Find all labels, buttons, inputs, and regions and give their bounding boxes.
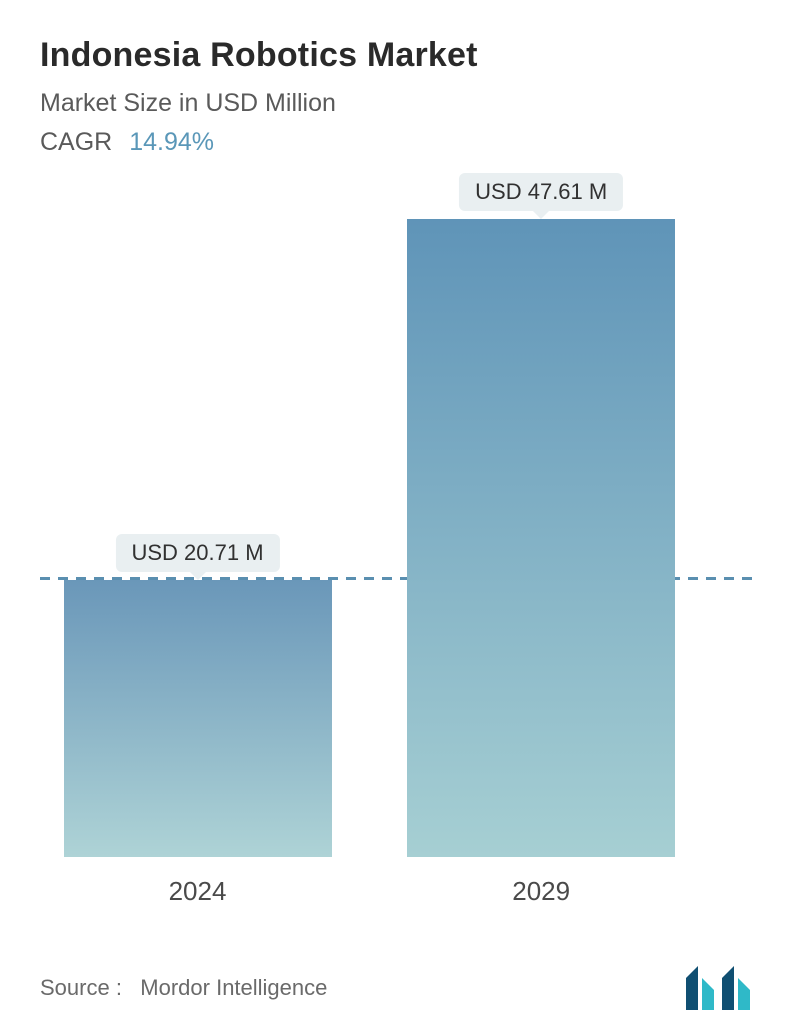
bar-label-pointer-icon (189, 571, 207, 580)
bar-value-label-wrap: USD 47.61 M (459, 173, 623, 219)
source-prefix: Source : (40, 975, 122, 1000)
chart-card: Indonesia Robotics Market Market Size in… (0, 0, 796, 1034)
bar-value-label: USD 20.71 M (115, 534, 279, 572)
bar-value-label-wrap: USD 20.71 M (115, 534, 279, 580)
bar-label-pointer-icon (532, 210, 550, 219)
cagr-value: 14.94% (129, 128, 214, 156)
bar-rect (64, 580, 332, 858)
bar-rect (407, 219, 675, 857)
bar-2029: USD 47.61 M (407, 219, 675, 857)
chart-title: Indonesia Robotics Market (40, 36, 756, 75)
cagr-row: CAGR 14.94% (40, 128, 756, 157)
footer: Source : Mordor Intelligence (40, 966, 756, 1010)
source-name: Mordor Intelligence (140, 975, 327, 1000)
bar-value-label: USD 47.61 M (459, 173, 623, 211)
cagr-label: CAGR (40, 128, 112, 156)
source-attribution: Source : Mordor Intelligence (40, 975, 327, 1001)
brand-logo-icon (684, 966, 756, 1010)
x-axis-label: 2024 (169, 876, 227, 907)
chart-area: USD 20.71 M 2024 USD 47.61 M 2029 (40, 187, 756, 907)
chart-subtitle: Market Size in USD Million (40, 89, 756, 118)
x-axis-label: 2029 (512, 876, 570, 907)
bar-2024: USD 20.71 M (64, 580, 332, 858)
